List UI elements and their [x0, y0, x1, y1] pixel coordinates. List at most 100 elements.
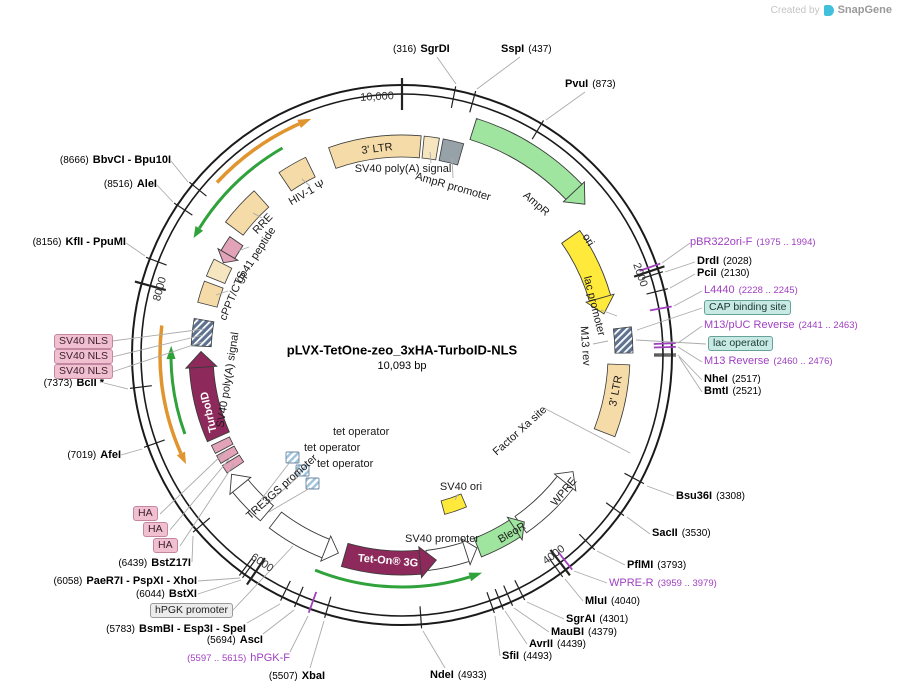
enzyme-site-tick-4	[646, 288, 669, 295]
site-label-sacii[interactable]: SacII (3530)	[652, 527, 711, 539]
feature-3ltr-top[interactable]	[328, 134, 422, 169]
feature-cppt-cts[interactable]	[197, 280, 224, 308]
enzyme-site-tick-21	[192, 517, 211, 533]
feature-sv40-polya-left[interactable]	[205, 258, 233, 285]
enzyme-site-tick-9	[578, 533, 596, 551]
feature-sv40-polya-top[interactable]	[421, 135, 440, 161]
feature-tet-operator-2[interactable]	[295, 464, 310, 477]
feature-hpgk-promoter[interactable]	[268, 511, 339, 562]
feature-label-tet-operator-2[interactable]: tet operator	[304, 442, 361, 454]
leader-line-44	[600, 309, 618, 317]
primer-label-m13-reverse[interactable]: M13 Reverse (2460 .. 2476)	[704, 355, 833, 367]
feature-ha-3[interactable]	[210, 436, 234, 454]
feature-rre[interactable]	[224, 190, 270, 236]
enzyme-site-tick-22	[143, 439, 165, 448]
feature-ha-1[interactable]	[221, 454, 245, 474]
feature-tet-operator-3[interactable]	[305, 477, 320, 490]
site-label-sfii[interactable]: SfiI (4493)	[502, 650, 553, 662]
site-label-pcii[interactable]: PciI (2130)	[697, 267, 750, 279]
primer-label-l4440[interactable]: L4440 (2228 .. 2245)	[704, 284, 798, 296]
leader-line-34	[120, 448, 143, 456]
leader-line-31	[159, 450, 227, 515]
site-label-pvui[interactable]: PvuI (873)	[565, 78, 616, 90]
leader-line-40	[156, 184, 174, 203]
feature-tre3gs-promoter[interactable]	[229, 473, 275, 522]
leader-line-18	[526, 601, 565, 620]
leader-line-32	[169, 457, 231, 531]
scale-label-10000: 10,000	[359, 90, 395, 104]
primer-tick-5	[307, 591, 318, 613]
site-label-avrii[interactable]: AvrII (4439)	[529, 638, 586, 650]
site-label-sspi[interactable]: SspI (437)	[501, 43, 552, 55]
site-label-paer7i-pspxi-xhoi[interactable]: (6058) PaeR7I - PspXI - XhoI	[53, 575, 197, 587]
feature-hiv1-psi[interactable]	[278, 156, 316, 192]
feature-label-tet-operator-3[interactable]: tet operator	[317, 458, 374, 470]
feature-bleor[interactable]	[473, 516, 525, 558]
feature-tet-on-3g[interactable]	[340, 542, 437, 579]
site-label-bsu36i[interactable]: Bsu36I (3308)	[676, 490, 745, 502]
lac-operator-label[interactable]: lac operator	[708, 336, 774, 351]
ha-tag-label-3[interactable]: HA	[153, 538, 178, 553]
feature-turboid[interactable]	[184, 350, 230, 443]
enzyme-site-tick-18	[280, 580, 291, 601]
site-label-afei[interactable]: (7019) AfeI	[67, 449, 121, 461]
site-label-mlui[interactable]: MluI (4040)	[585, 595, 640, 607]
feature-sv40-nls[interactable]	[190, 317, 215, 348]
site-label-sgrai[interactable]: SgrAI (4301)	[566, 613, 629, 625]
primer-label-m13-puc-reverse[interactable]: M13/pUC Reverse (2441 .. 2463)	[704, 319, 858, 331]
site-label-bbvci-bpu10i[interactable]: (8666) BbvCI - Bpu10I	[59, 154, 171, 166]
site-label-bcli[interactable]: (7373) BclI *	[43, 377, 104, 389]
orf-arrow-1	[198, 146, 284, 230]
sv40-nls-label-1[interactable]: SV40 NLS	[54, 334, 114, 349]
primer-label-pbr322ori-f[interactable]: pBR322ori-F (1975 .. 1994)	[690, 236, 816, 248]
site-label-ndei[interactable]: NdeI (4933)	[430, 669, 487, 681]
feature-sv40-ori[interactable]	[440, 493, 468, 515]
cap-binding-site-label[interactable]: CAP binding site	[704, 300, 792, 315]
orf-arrow-1-head	[193, 226, 204, 238]
site-label-alei[interactable]: (8516) AleI	[103, 178, 157, 190]
feature-label-sv40-polya-top[interactable]: SV40 poly(A) signal	[354, 163, 452, 175]
feature-tet-operator-1[interactable]	[285, 451, 300, 464]
site-label-asci[interactable]: (5694) AscI	[206, 634, 263, 646]
site-label-bsmbi-esp3i-spei[interactable]: (5783) BsmBI - Esp3I - SpeI	[106, 623, 246, 635]
sv40-nls-label-2[interactable]: SV40 NLS	[54, 349, 114, 364]
leader-line-49	[237, 246, 250, 252]
feature-label-sv40-promoter[interactable]: SV40 promoter	[405, 533, 479, 545]
scale-tick-1	[633, 265, 665, 278]
feature-ampr[interactable]	[469, 117, 586, 205]
leader-line-20	[504, 610, 528, 645]
site-label-xbai[interactable]: (5507) XbaI	[268, 670, 325, 682]
feature-cap-lac-operator[interactable]	[612, 326, 634, 354]
site-label-maubi[interactable]: MauBI (4379)	[551, 626, 617, 638]
ha-tag-label-1[interactable]: HA	[133, 506, 158, 521]
plasmid-size: 10,093 bp	[377, 360, 427, 372]
leader-line-51	[252, 212, 263, 219]
site-label-kfli-ppumi[interactable]: (8156) KflI - PpuMI	[32, 236, 126, 248]
site-label-sgrdi[interactable]: (316) SgrDI	[393, 43, 450, 55]
site-label-bstz17i[interactable]: (6439) BstZ17I	[118, 557, 191, 569]
leader-line-4	[664, 261, 696, 273]
site-label-nhei[interactable]: NheI (2517)	[704, 373, 761, 385]
hpgk-promoter-label[interactable]: hPGK promoter	[150, 603, 233, 618]
site-label-bmti[interactable]: BmtI (2521)	[704, 385, 762, 397]
enzyme-site-tick-19	[242, 559, 256, 579]
feature-label-sv40-ori[interactable]: SV40 ori	[439, 481, 483, 493]
feature-ha-2[interactable]	[216, 445, 239, 464]
enzyme-site-tick-10	[549, 558, 564, 578]
feature-ampr-promoter[interactable]	[438, 138, 465, 166]
feature-ori[interactable]	[561, 229, 615, 315]
feature-label-tet-operator-1[interactable]: tet operator	[333, 426, 390, 438]
primer-label-hpgk-f[interactable]: (5597 .. 5615) hPGK-F	[187, 652, 290, 664]
sv40-nls-label-3[interactable]: SV40 NLS	[54, 364, 114, 379]
ha-tag-label-2[interactable]: HA	[143, 522, 168, 537]
leader-line-47	[454, 493, 459, 501]
site-label-drdi[interactable]: DrdI (2028)	[697, 255, 752, 267]
site-label-bstxi[interactable]: (6044) BstXI	[135, 588, 197, 600]
site-label-pflmi[interactable]: PflMI (3793)	[627, 559, 687, 571]
enzyme-site-tick-8	[605, 502, 625, 517]
primer-label-wpre-r[interactable]: WPRE-R (3959 .. 3979)	[609, 577, 717, 589]
orf-arrow-2	[169, 358, 187, 435]
feature-3ltr-right[interactable]	[593, 363, 631, 438]
feature-gp41-peptide[interactable]	[217, 235, 244, 264]
feature-sv40-promoter[interactable]	[425, 538, 478, 571]
